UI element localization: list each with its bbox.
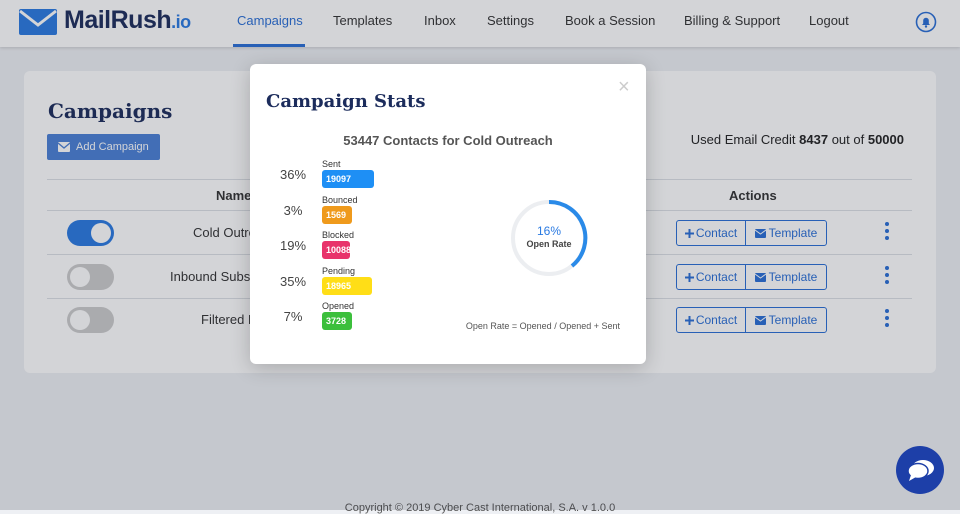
status-toggle[interactable] [67, 220, 114, 246]
contact-button[interactable]: Contact [676, 307, 746, 333]
stat-percent: 19% [279, 238, 307, 253]
menu-dot [885, 323, 889, 327]
template-label: Template [768, 270, 818, 284]
nav-link[interactable]: Settings [487, 13, 534, 28]
logo-suffix: .io [171, 12, 191, 32]
contact-button[interactable]: Contact [676, 264, 746, 290]
menu-dot [885, 266, 889, 270]
row-menu[interactable] [884, 266, 890, 287]
contact-button[interactable]: Contact [676, 220, 746, 246]
open-rate-label: Open Rate [526, 239, 572, 249]
row-menu[interactable] [884, 222, 890, 243]
stat-percent: 3% [283, 202, 303, 218]
stat-bar: 1569 [322, 205, 352, 224]
toggle-knob [91, 223, 111, 243]
envelope-icon [754, 273, 766, 282]
menu-dot [885, 280, 889, 284]
campaign-name: Cold Outre [193, 225, 256, 240]
campaign-name: Filtered L [201, 312, 256, 327]
credit-separator: out of [831, 132, 865, 147]
nav-link[interactable]: Billing & Support [684, 13, 781, 28]
plus-icon [684, 273, 694, 282]
logo-icon [19, 9, 57, 35]
stat-label: Bounced [322, 194, 358, 205]
nav-link[interactable]: Campaigns [237, 13, 303, 28]
menu-dot [885, 222, 889, 226]
status-toggle[interactable] [67, 307, 114, 333]
stat-percent: 36% [279, 167, 307, 182]
toggle-knob [70, 267, 90, 287]
template-button[interactable]: Template [745, 220, 827, 246]
stat-bar: 10088 [322, 241, 351, 259]
plus-icon [684, 316, 694, 325]
envelope-icon [754, 229, 766, 238]
open-rate-note: Open Rate = Opened / Opened + Sent [465, 321, 620, 331]
stat-label: Opened [322, 301, 355, 311]
logo[interactable]: MailRush.io [64, 6, 191, 35]
contact-label: Contact [695, 226, 738, 240]
nav-link[interactable]: Book a Session [565, 13, 656, 28]
template-label: Template [768, 313, 818, 327]
stat-bar: 19097 [322, 170, 374, 188]
email-credit: Used Email Credit 8437 out of 50000 [691, 132, 904, 147]
stat-label: Pending [322, 265, 356, 276]
menu-dot [885, 229, 889, 233]
page-title: Campaigns [48, 99, 173, 123]
notification-bell[interactable] [915, 11, 937, 33]
menu-dot [885, 273, 889, 277]
add-campaign-label: Add Campaign [76, 141, 149, 153]
campaign-name: Inbound Subse [170, 269, 258, 284]
menu-dot [885, 309, 889, 313]
table-header: Name [216, 188, 252, 203]
stat-percent: 7% [283, 309, 303, 324]
close-button[interactable]: × [618, 76, 630, 98]
credit-label: Used Email Credit [690, 132, 796, 147]
stat-bar: 3728 [322, 312, 352, 330]
row-menu[interactable] [884, 309, 890, 330]
toggle-knob [70, 310, 90, 330]
stats-modal: Campaign Stats × 53447 Contacts for Cold… [250, 64, 646, 364]
credit-total: 50000 [867, 132, 904, 147]
plus-icon [684, 229, 694, 238]
chat-button[interactable] [896, 446, 944, 494]
credit-used: 8437 [799, 132, 829, 147]
template-label: Template [768, 226, 818, 240]
contact-label: Contact [695, 313, 738, 327]
stat-bar: 18965 [322, 276, 372, 295]
menu-dot [885, 316, 889, 320]
menu-dot [885, 236, 889, 240]
logo-text: MailRush [64, 6, 172, 34]
table-header: Actions [729, 188, 777, 203]
template-button[interactable]: Template [745, 264, 827, 290]
stat-label: Sent [322, 159, 341, 169]
chat-icon [907, 460, 934, 481]
active-indicator [233, 44, 305, 47]
add-campaign-button[interactable]: Add Campaign [47, 134, 160, 160]
nav-link[interactable]: Logout [809, 13, 849, 28]
stat-percent: 35% [279, 273, 307, 289]
navbar: MailRush.io Campaigns Templates Inbox Setti… [0, 0, 960, 47]
contact-label: Contact [695, 270, 738, 284]
modal-subtitle: 53447 Contacts for Cold Outreach [343, 133, 553, 148]
nav-link[interactable]: Templates [333, 13, 393, 28]
status-toggle[interactable] [67, 264, 114, 290]
envelope-icon [58, 142, 70, 152]
modal-title: Campaign Stats [266, 91, 426, 112]
template-button[interactable]: Template [745, 307, 827, 333]
nav-link[interactable]: Inbox [424, 13, 456, 28]
stat-label: Blocked [322, 230, 355, 240]
open-rate-value: 16% [536, 224, 562, 238]
open-rate-ring [511, 199, 588, 276]
envelope-icon [754, 316, 766, 325]
